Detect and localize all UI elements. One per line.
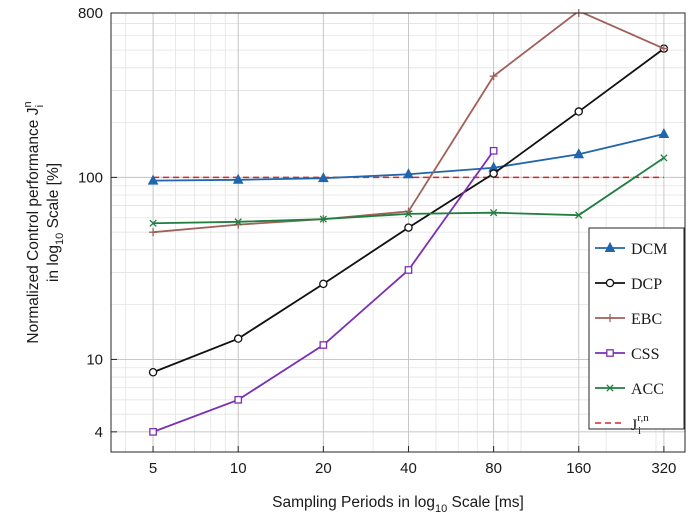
x-tick-label: 5 — [149, 460, 157, 477]
legend-label-css: CSS — [631, 346, 659, 363]
y-tick-label: 100 — [78, 169, 103, 186]
x-tick-label: 80 — [485, 460, 502, 477]
legend-label-acc: ACC — [631, 381, 664, 398]
data-point-dcp — [574, 107, 584, 116]
legend-marker-dcm — [604, 241, 616, 252]
legend-marker-ebc — [606, 314, 614, 322]
data-point-dcp — [319, 279, 328, 289]
legend-item-css: CSS — [595, 346, 659, 363]
series-dcp — [148, 44, 669, 377]
data-point-dcm — [318, 172, 329, 183]
legend-box — [588, 227, 685, 430]
data-point-ebc — [489, 72, 498, 81]
legend-item-acc: ACC — [595, 381, 664, 398]
legend-item-reference: Jr,n i — [595, 412, 649, 437]
data-point-dcm — [232, 173, 244, 184]
data-point-dcm — [658, 127, 670, 139]
data-point-dcm — [573, 148, 585, 159]
y-tick-label: 4 — [95, 424, 103, 441]
data-point-css — [149, 427, 157, 436]
data-point-dcp — [489, 169, 498, 178]
data-point-css — [234, 395, 243, 404]
y-axis-title-subscript: i — [34, 105, 46, 107]
legend-item-ebc: EBC — [595, 311, 662, 328]
data-point-css — [489, 146, 498, 155]
x-tick-label: 320 — [651, 460, 676, 477]
data-point-acc — [404, 210, 413, 218]
legend-marker-css — [606, 349, 614, 357]
data-point-acc — [149, 219, 157, 227]
data-point-acc — [489, 209, 498, 217]
y-axis-title-line2: in log10 Scale [%] — [45, 163, 66, 282]
data-point-css — [404, 266, 413, 274]
legend-label-dcp: DCP — [631, 276, 662, 293]
x-tick-label: 10 — [230, 460, 247, 477]
legend-label-reference: Jr,n i — [631, 412, 649, 437]
y-tick-label: 800 — [78, 5, 103, 22]
legend-item-dcm: DCM — [595, 241, 667, 258]
data-point-acc — [319, 215, 328, 223]
legend-item-dcp: DCP — [595, 276, 662, 293]
x-axis-title-subscript: 10 — [435, 503, 447, 515]
series-acc — [149, 154, 668, 227]
plot-frame — [110, 12, 686, 453]
data-point-css — [319, 341, 328, 349]
x-tick-label: 160 — [566, 460, 591, 477]
y-axis-title-superscript: n — [22, 101, 34, 107]
tick-layer: 5 10 20 40 80 160 320 4 10 100 800 — [78, 5, 676, 477]
x-tick-label: 40 — [400, 460, 417, 477]
y-axis-title-line1: Normalized Control performance Jni — [22, 101, 46, 343]
x-tick-label: 20 — [315, 460, 332, 477]
legend-label-dcm: DCM — [631, 241, 667, 258]
series-dcm — [147, 127, 670, 185]
data-point-acc — [575, 211, 583, 219]
data-point-acc — [660, 154, 668, 162]
data-point-dcp — [148, 368, 158, 377]
data-point-dcp — [233, 334, 243, 343]
legend-marker-dcp — [605, 278, 615, 288]
data-point-acc — [234, 218, 242, 226]
data-point-ebc — [659, 44, 668, 53]
legend-marker-acc — [606, 384, 614, 392]
series-css — [149, 146, 498, 436]
legend: DCM DCP EBC CSS ACC Jr,n i — [588, 227, 685, 437]
x-axis-title: Sampling Periods in log10 Scale [ms] — [272, 494, 524, 515]
y-tick-label: 10 — [86, 351, 103, 368]
series-layer — [147, 9, 670, 436]
legend-label-ebc: EBC — [631, 311, 662, 328]
data-point-dcp — [404, 223, 413, 232]
y-axis-title: Normalized Control performance Jni in lo… — [22, 101, 66, 343]
data-point-dcm — [403, 168, 414, 179]
data-point-dcm — [147, 174, 159, 185]
data-point-ebc — [149, 228, 158, 237]
y-axis-title-line2-subscript: 10 — [54, 233, 66, 245]
